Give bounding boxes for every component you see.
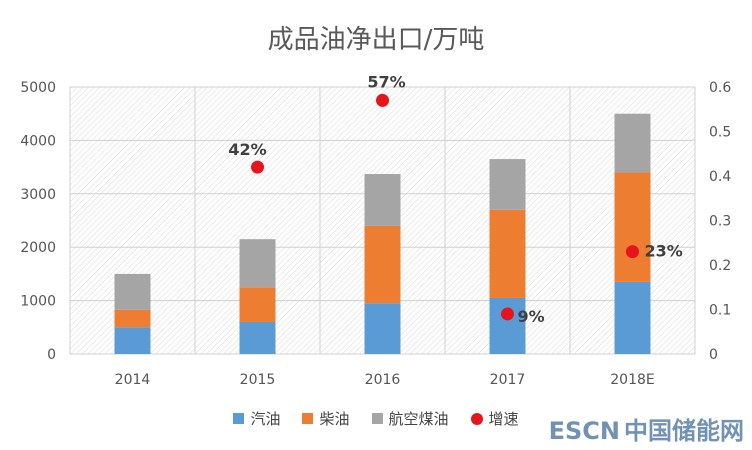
y2-tick-label: 0.6 [709,80,731,96]
y-tick-label: 4000 [20,133,56,149]
y2-tick-label: 0.5 [709,125,731,141]
legend: 汽油 柴油 航空煤油 增速 [0,408,752,429]
bar-segment [614,281,651,354]
growth-label: 57% [367,72,405,91]
bar-segment [239,287,276,322]
legend-label: 汽油 [250,410,281,428]
bar-segment [239,239,276,288]
y2-tick-label: 0.4 [709,169,731,185]
growth-point [376,93,389,107]
y-tick-label: 3000 [20,187,56,203]
legend-item-diesel: 柴油 [302,408,350,429]
growth-label: 42% [228,140,266,159]
growth-point [626,245,639,259]
y-axis-right: 0 0.1 0.2 0.3 0.4 0.5 0.6 [709,80,731,363]
y2-tick-label: 0.3 [709,214,731,230]
legend-item-growth: 增速 [470,408,519,429]
bar-segment [364,174,401,226]
legend-label: 柴油 [319,410,350,428]
watermark-brand: ESCN [548,417,620,445]
bar-segment [489,297,526,354]
y-axis-left: 0 1000 2000 3000 4000 5000 [20,80,56,363]
bar-segment [364,225,401,304]
x-axis: 2014 2015 2016 2017 2018E [115,372,655,388]
legend-item-jet-fuel: 航空煤油 [371,408,449,429]
growth-label: 9% [518,307,545,326]
y-tick-label: 1000 [20,294,56,310]
bar-segment [114,309,151,328]
legend-label: 增速 [488,410,519,428]
y-tick-label: 2000 [20,240,56,256]
legend-swatch-diesel [302,413,314,424]
growth-point [501,307,514,321]
bar-segment [614,172,651,282]
watermark-text: 中国储能网 [624,417,744,445]
legend-swatch-growth [470,412,483,425]
bar-segment [239,321,276,354]
chart-title: 成品油净出口/万吨 [268,25,485,55]
bar-segment [114,327,151,354]
bar-segment [614,113,651,173]
x-tick-label: 2016 [365,372,401,388]
legend-label: 航空煤油 [388,410,449,428]
x-tick-label: 2015 [240,372,276,388]
y2-tick-label: 0.2 [709,258,731,274]
growth-label: 23% [645,242,683,261]
x-tick-label: 2017 [490,372,526,388]
growth-point [251,160,264,174]
legend-swatch-gasoline [233,413,245,424]
bars-group [114,113,651,354]
legend-swatch-jet-fuel [371,413,383,424]
y2-tick-label: 0 [709,347,718,363]
x-tick-label: 2014 [115,372,151,388]
watermark: ESCN 中国储能网 [549,411,744,446]
y-tick-label: 5000 [20,80,56,96]
bar-segment [114,273,151,310]
bar-segment [489,159,526,210]
bar-segment [489,209,526,298]
x-tick-label: 2018E [610,372,654,388]
y-tick-label: 0 [47,347,56,363]
y2-tick-label: 0.1 [709,303,731,319]
growth-points: 42% 57% 9% 23% [228,72,682,326]
legend-item-gasoline: 汽油 [233,408,280,429]
bar-segment [364,303,401,354]
